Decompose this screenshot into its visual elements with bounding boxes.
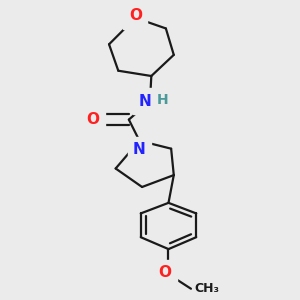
Text: H: H <box>157 93 168 107</box>
Text: O: O <box>87 112 100 127</box>
Text: CH₃: CH₃ <box>194 282 219 295</box>
Text: O: O <box>158 266 171 280</box>
Text: N: N <box>133 142 146 157</box>
Text: N: N <box>139 94 151 109</box>
Text: O: O <box>129 8 142 23</box>
